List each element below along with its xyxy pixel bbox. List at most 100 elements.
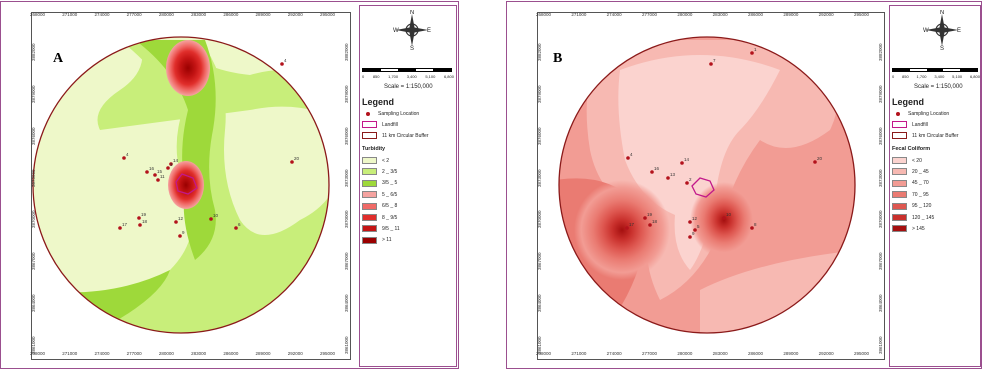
sampling-point-label: 9	[692, 231, 695, 236]
legend-class-label: 6/5 _ 8	[382, 203, 398, 210]
x-tick-label: 280000	[158, 351, 174, 356]
sampling-point	[169, 162, 173, 166]
scale-numbers-a: 0 850 1,700 3,400 5,100 6,800	[362, 74, 454, 79]
sampling-point-label: 10	[726, 212, 732, 217]
legend-class-label: 5 _ 6/5	[382, 191, 398, 198]
y-tick-label: 3882000	[31, 43, 36, 61]
legend-class-swatch	[362, 179, 377, 187]
legend-class-row: 45 _ 70	[892, 179, 929, 187]
x-tick-label: 268000	[536, 12, 552, 17]
scale-numbers-b: 0 850 1,700 3,400 5,100 6,800	[892, 74, 980, 79]
sampling-point	[290, 160, 294, 164]
x-tick-label: 286000	[223, 12, 239, 17]
turbidity-hotspot-landfill	[168, 161, 204, 209]
y-tick-label: 3882000	[344, 43, 349, 61]
panel-letter-b: B	[553, 51, 563, 66]
legend-class-swatch	[362, 225, 377, 233]
sampling-point	[209, 217, 213, 221]
y-tick-label: 3861000	[344, 336, 349, 354]
y-tick-label: 3870000	[878, 210, 883, 229]
legend-class-label: > 145	[912, 225, 925, 232]
x-tick-label: 268000	[536, 351, 552, 356]
x-tick-label: 277000	[126, 12, 142, 17]
sampling-point-label: 7	[713, 58, 716, 63]
x-tick-label: 268000	[30, 12, 46, 17]
sampling-points-layer: 4420161431511191718121069714201614132191…	[118, 47, 823, 239]
x-tick-label: 289000	[783, 351, 799, 356]
legend-class-label: 9/5 _ 11	[382, 225, 400, 232]
legend-variable-a: Turbidity	[362, 146, 386, 152]
landfill-polygon-a	[175, 173, 198, 195]
y-tick-label: 3864000	[344, 294, 349, 313]
legend-class-label: 70 _ 95	[912, 191, 929, 198]
sampling-point	[280, 62, 284, 66]
x-tick-label: 274000	[606, 351, 622, 356]
panel-letter-a: A	[53, 51, 64, 66]
sampling-point	[643, 216, 647, 220]
sampling-point-label: 4	[126, 152, 129, 157]
legend-class-row: 120 _ 145	[892, 214, 934, 221]
turbidity-hotspot-north	[166, 40, 210, 96]
legend-class-row: > 145	[892, 225, 925, 233]
legend-class-row: 95 _ 120	[892, 202, 931, 210]
x-tick-label: 295000	[854, 351, 870, 356]
x-tick-label: 274000	[94, 12, 110, 17]
y-tick-label: 3861000	[31, 336, 36, 354]
legend-class-label: 120 _ 145	[912, 214, 935, 221]
y-tick-label: 3861000	[537, 336, 542, 354]
sampling-point	[138, 223, 142, 227]
sampling-point	[625, 226, 629, 230]
y-tick-label: 3870000	[537, 210, 542, 229]
sampling-point-label: 20	[817, 156, 823, 161]
legend-class-label: < 2	[382, 157, 390, 164]
y-tick-label: 3873000	[537, 169, 542, 187]
x-tick-label: 280000	[158, 12, 174, 17]
sampling-point	[666, 176, 670, 180]
sampling-point-label: 13	[670, 172, 676, 177]
sampling-point	[156, 178, 160, 182]
sampling-point-label: 15	[157, 169, 163, 174]
sampling-point	[234, 226, 238, 230]
x-tick-label: 277000	[642, 12, 658, 17]
x-tick-label: 277000	[642, 351, 658, 356]
legend-sampling-a: Sampling Location	[366, 111, 419, 117]
y-tick-label: 3867000	[878, 252, 883, 271]
x-tick-label: 292000	[818, 351, 834, 356]
x-tick-label: 271000	[571, 351, 587, 356]
legend-class-swatch	[892, 202, 907, 210]
sampling-point-label: 4	[630, 152, 633, 157]
sampling-point-label: 18	[652, 219, 658, 224]
legend-class-swatch	[362, 202, 377, 210]
x-tick-label: 289000	[783, 12, 799, 17]
sampling-point	[174, 220, 178, 224]
y-tick-label: 3864000	[537, 294, 542, 313]
y-tick-label: 3873000	[344, 169, 349, 187]
sampling-point-label: 11	[160, 174, 165, 179]
x-tick-label: 283000	[712, 12, 728, 17]
y-tick-label: 3879000	[344, 85, 349, 103]
sampling-point	[648, 223, 652, 227]
turbidity-surface	[33, 37, 329, 333]
sampling-point	[650, 170, 654, 174]
sampling-point	[688, 235, 692, 239]
sampling-point-label: 19	[141, 212, 147, 217]
sampling-point-label: 9	[182, 230, 185, 235]
legend-class-label: < 20	[912, 157, 922, 164]
legend-class-row: 9/5 _ 11	[362, 225, 400, 233]
legend-class-row: 20 _ 45	[892, 168, 929, 176]
legend-buffer-a: 11 km Circular Buffer	[362, 132, 429, 139]
legend-class-row: 3/5 _ 5	[362, 179, 397, 187]
sampling-point-label: 12	[178, 216, 184, 221]
x-tick-label: 292000	[818, 12, 834, 17]
fecal-coliform-surface	[559, 37, 855, 333]
y-tick-label: 3882000	[537, 43, 542, 61]
sampling-point	[166, 166, 170, 170]
y-tick-label: 3867000	[344, 252, 349, 271]
sampling-point-label: 16	[654, 166, 660, 171]
x-tick-label: 286000	[223, 351, 239, 356]
sampling-point	[118, 226, 122, 230]
x-tick-label: 283000	[191, 351, 207, 356]
svg-text:E: E	[427, 28, 431, 34]
x-tick-label: 292000	[287, 12, 303, 17]
svg-text:S: S	[940, 46, 944, 50]
